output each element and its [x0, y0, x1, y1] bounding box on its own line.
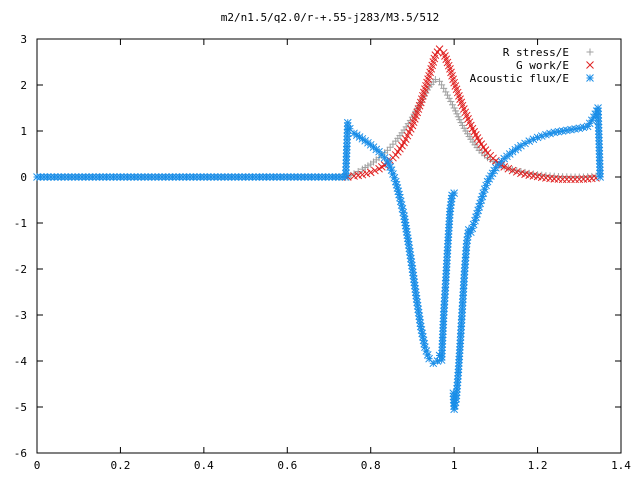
y-tick-label: -1	[14, 217, 27, 230]
y-tick-label: 2	[20, 79, 27, 92]
data-point	[344, 119, 351, 126]
legend-label: G work/E	[516, 59, 569, 72]
plot-frame	[37, 39, 621, 453]
y-tick-label: -5	[14, 401, 27, 414]
y-tick-label: -6	[14, 447, 27, 460]
data-point	[446, 95, 453, 102]
data-point	[449, 101, 456, 108]
y-tick-label: 1	[20, 125, 27, 138]
series-0	[34, 76, 600, 181]
legend-label: R stress/E	[503, 46, 569, 59]
legend-label: Acoustic flux/E	[470, 72, 569, 85]
x-tick-label: 0.2	[110, 459, 130, 472]
y-axis: 3 2 1 0 -1 -2 -3 -4 -5 -6	[14, 33, 621, 460]
y-tick-label: 3	[20, 33, 27, 46]
chart-title: m2/n1.5/q2.0/r-+.55-j283/M3.5/512	[221, 11, 440, 24]
x-tick-label: 0	[34, 459, 41, 472]
x-tick-label: 1.2	[528, 459, 548, 472]
data-point	[451, 190, 458, 197]
data-point	[513, 167, 520, 174]
data-point	[447, 98, 454, 105]
series-layer	[34, 46, 604, 413]
x-tick-label: 1.4	[611, 459, 631, 472]
x-tick-label: 0.6	[277, 459, 297, 472]
legend-marker	[587, 62, 594, 69]
x-tick-label: 0.4	[194, 459, 214, 472]
legend-marker	[587, 75, 594, 82]
data-point	[444, 92, 451, 99]
x-tick-label: 1	[451, 459, 458, 472]
x-axis: 0 0.2 0.4 0.6 0.8 1 1.2 1.4	[34, 39, 632, 472]
data-point	[597, 174, 604, 181]
y-tick-label: -2	[14, 263, 27, 276]
y-tick-label: 0	[20, 171, 27, 184]
series-2	[34, 105, 604, 413]
y-tick-label: -3	[14, 309, 27, 322]
y-tick-label: -4	[14, 355, 28, 368]
x-tick-label: 0.8	[361, 459, 381, 472]
legend-marker	[587, 49, 594, 56]
